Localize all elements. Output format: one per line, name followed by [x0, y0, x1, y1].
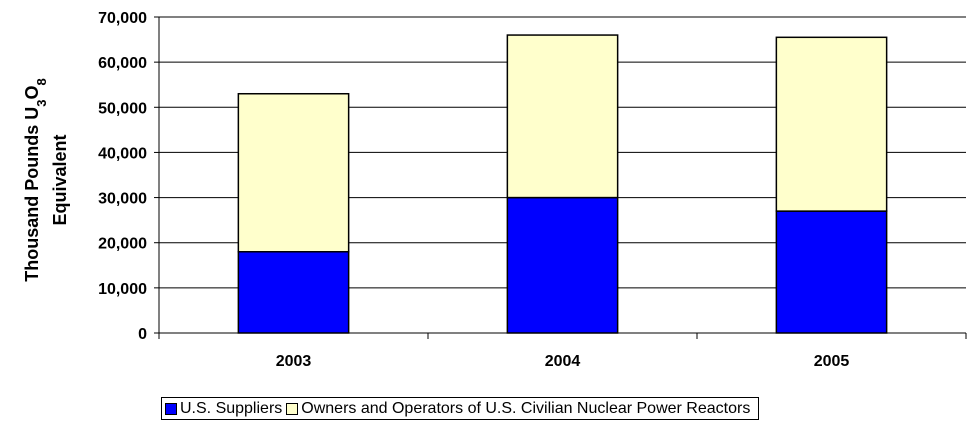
legend: U.S. Suppliers Owners and Operators of U…	[161, 397, 760, 420]
y-axis-title-line2: Equivalent	[50, 134, 70, 225]
legend-item-us-suppliers: U.S. Suppliers	[165, 400, 282, 418]
y-axis-title-sub: 8	[34, 78, 49, 85]
axes	[154, 16, 967, 339]
y-tick-label: 20,000	[98, 236, 147, 253]
bar-2003-series-0	[237, 250, 350, 334]
y-axis-title: Thousand Pounds U3O8	[22, 78, 49, 281]
y-tick-label: 50,000	[98, 100, 147, 117]
legend-item-owners-operators: Owners and Operators of U.S. Civilian Nu…	[286, 400, 750, 418]
y-axis-title-part: O	[22, 85, 42, 99]
x-tick-label: 2003	[276, 353, 312, 370]
bar-2005-series-1	[775, 36, 888, 212]
bars	[237, 34, 888, 334]
chart: 0 10,000 20,000 30,000 40,000 50,000 60,000 70,…	[22, 10, 967, 370]
bar-2005-series-0	[775, 210, 888, 334]
legend-label: Owners and Operators of U.S. Civilian Nu…	[301, 399, 751, 417]
x-tick-label: 2004	[545, 353, 581, 370]
bar-2004-series-1	[506, 34, 619, 199]
bar-2003-series-1	[237, 92, 350, 253]
legend-label: U.S. Suppliers	[180, 399, 283, 417]
x-tick-label: 2005	[814, 353, 850, 370]
y-tick-label: 40,000	[98, 145, 147, 162]
y-tick-label: 10,000	[98, 281, 147, 298]
y-tick-label: 0	[138, 326, 147, 343]
y-tick-label: 70,000	[98, 10, 147, 27]
y-tick-label: 30,000	[98, 191, 147, 208]
x-tick-labels: 2003 2004 2005	[276, 353, 850, 370]
y-axis-title-sub: 3	[34, 100, 49, 107]
y-axis-title-part: Thousand Pounds U	[22, 107, 42, 282]
legend-swatch-yellow	[286, 402, 299, 415]
legend-swatch-blue	[165, 402, 177, 415]
bar-2004-series-0	[506, 196, 619, 334]
y-tick-labels: 0 10,000 20,000 30,000 40,000 50,000 60,000 70,…	[98, 10, 147, 343]
y-tick-label: 60,000	[98, 55, 147, 72]
